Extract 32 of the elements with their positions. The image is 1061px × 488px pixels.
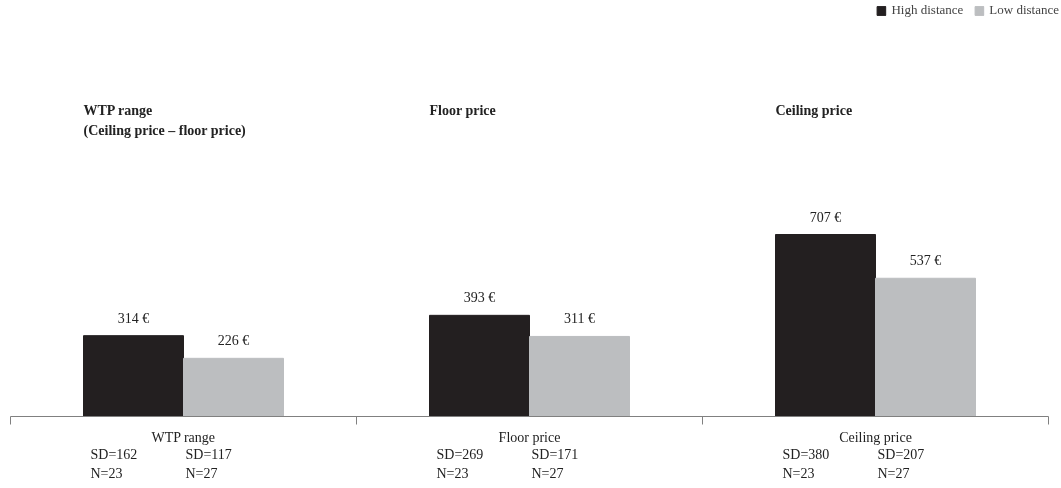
text: SD=162 bbox=[90, 447, 138, 462]
text: Floor price bbox=[429, 103, 496, 118]
text: N=27 bbox=[185, 466, 218, 481]
text: Ceiling price bbox=[775, 103, 853, 118]
x-tick-label: WTP range bbox=[151, 430, 216, 445]
bar bbox=[875, 277, 976, 417]
text: N=23 bbox=[436, 466, 469, 481]
data-label: 226 € bbox=[217, 333, 250, 349]
legend-label: High distance bbox=[891, 2, 964, 18]
legend-label: Low distance bbox=[989, 2, 1059, 18]
data-label: 707 € bbox=[809, 209, 842, 225]
data-label: 311 € bbox=[564, 311, 595, 327]
text: WTP range (Ceiling price – floor price) bbox=[83, 103, 247, 139]
text: SD=380 bbox=[782, 447, 830, 462]
bar bbox=[429, 314, 530, 417]
text: N=27 bbox=[877, 466, 910, 481]
text: N=23 bbox=[90, 466, 123, 481]
text: SD=207 bbox=[877, 447, 925, 462]
data-label: 537 € bbox=[909, 253, 942, 269]
bar bbox=[183, 357, 284, 417]
bar bbox=[83, 335, 184, 417]
bar bbox=[529, 335, 630, 417]
text: N=23 bbox=[782, 466, 815, 481]
bar bbox=[775, 234, 876, 417]
x-tick-label: Ceiling price bbox=[839, 430, 912, 445]
text: SD=269 bbox=[436, 447, 484, 462]
text: SD=171 bbox=[531, 447, 579, 462]
data-label: 393 € bbox=[463, 290, 496, 306]
data-label: 314 € bbox=[117, 310, 150, 326]
text: SD=117 bbox=[185, 447, 232, 462]
text: N=27 bbox=[531, 466, 564, 481]
x-tick-label: Floor price bbox=[498, 430, 561, 445]
